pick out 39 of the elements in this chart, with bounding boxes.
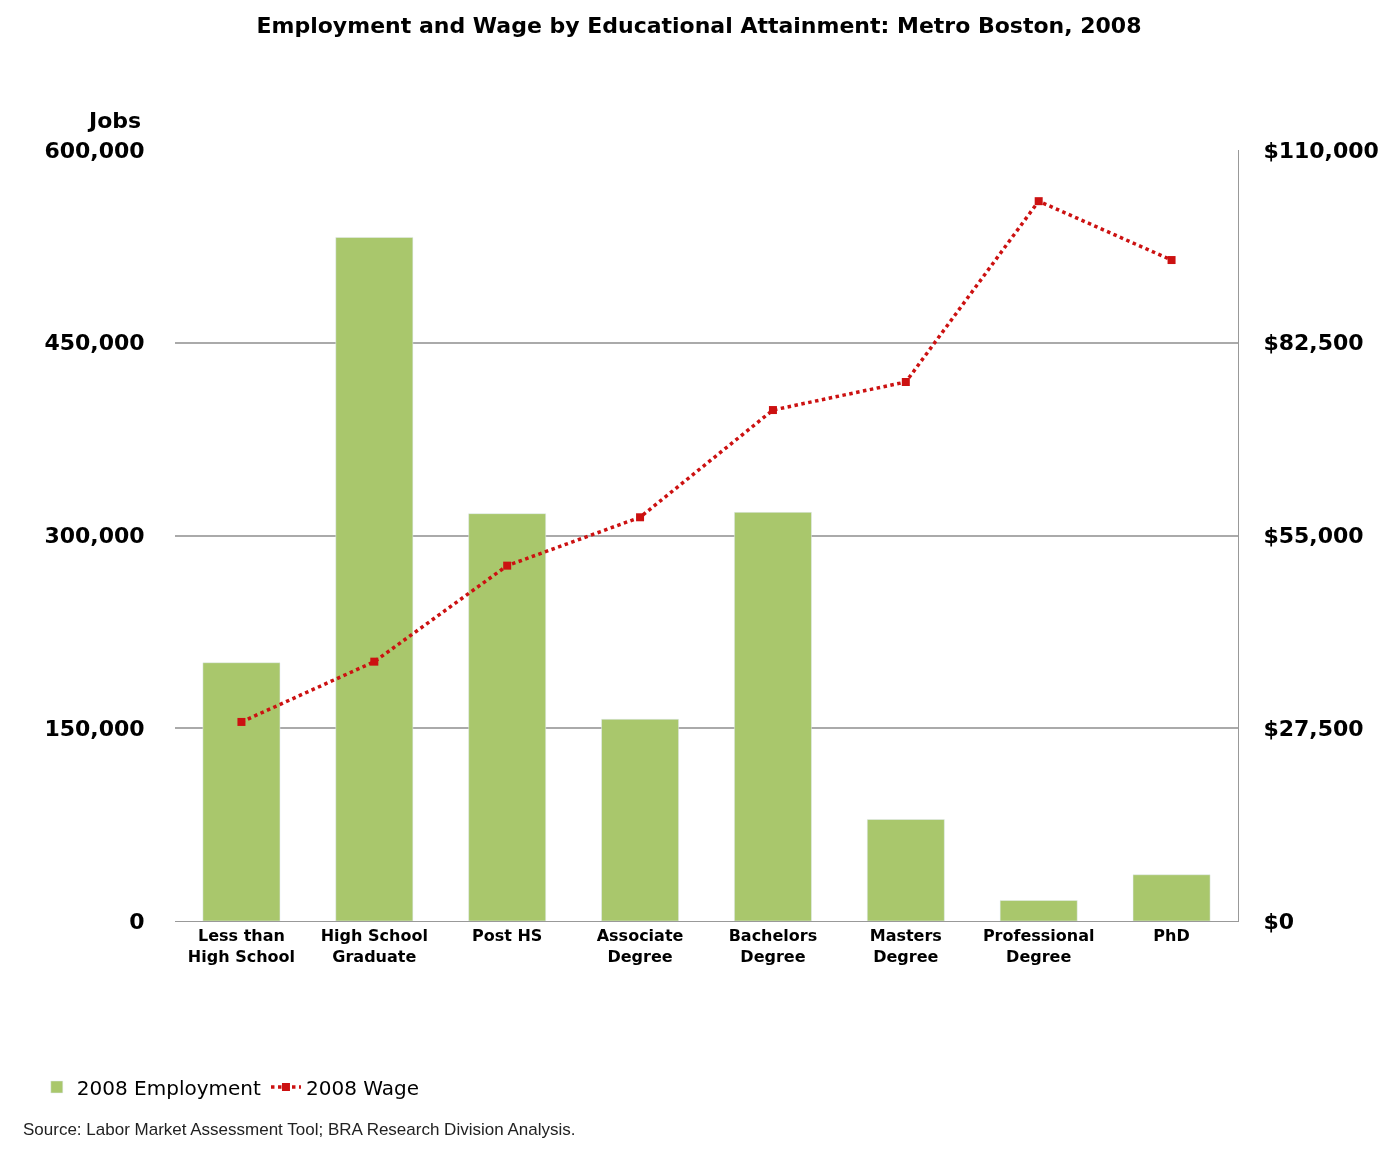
y2-tick-label: $55,000 xyxy=(1263,523,1364,549)
x-tick-label: Less than High School xyxy=(187,926,296,966)
y-tick-label: 150,000 xyxy=(44,715,145,741)
y-tick-label: 600,000 xyxy=(44,137,145,163)
point xyxy=(768,406,777,415)
point xyxy=(370,657,379,666)
bar xyxy=(867,819,945,921)
point xyxy=(901,378,910,386)
bar xyxy=(1132,874,1211,921)
bar xyxy=(999,900,1078,921)
bar xyxy=(734,512,812,921)
source-note: Source: Labor Market Assessment Tool; BRA Research Division Analysis. xyxy=(23,1120,576,1139)
bar xyxy=(202,662,281,921)
x-tick-label: Professional Degree xyxy=(982,926,1095,966)
point xyxy=(503,561,512,570)
x-tick-label: Associate Degree xyxy=(596,926,684,966)
y2-tick-label: $82,500 xyxy=(1263,330,1364,356)
point xyxy=(1034,197,1043,206)
y-tick-label: 300,000 xyxy=(44,523,145,549)
y-tick-label: 0 xyxy=(129,908,145,934)
x-tick-label: High School Graduate xyxy=(320,926,428,966)
legend-label: 2008 Wage xyxy=(305,1075,419,1100)
point xyxy=(237,717,246,726)
x-tick-label: Post HS xyxy=(472,926,543,946)
y2-tick-label: $110,000 xyxy=(1263,137,1379,163)
x-tick-label: Masters Degree xyxy=(869,926,942,966)
bar xyxy=(468,513,546,921)
legend-label: 2008 Employment xyxy=(76,1075,261,1100)
y-axis-title: Jobs xyxy=(87,108,142,133)
point xyxy=(1167,256,1176,265)
point xyxy=(636,513,645,522)
chart-title: Employment and Wage by Educational Attainment: Metro Boston, 2008 xyxy=(256,12,1142,38)
x-tick-label: PhD xyxy=(1153,926,1190,946)
y2-tick-label: $0 xyxy=(1263,908,1295,934)
x-tick-label: Bachelors Degree xyxy=(728,926,818,966)
bar xyxy=(335,237,414,921)
y-tick-label: 450,000 xyxy=(44,330,145,356)
bar xyxy=(601,719,679,921)
y2-tick-label: $27,500 xyxy=(1263,715,1364,741)
